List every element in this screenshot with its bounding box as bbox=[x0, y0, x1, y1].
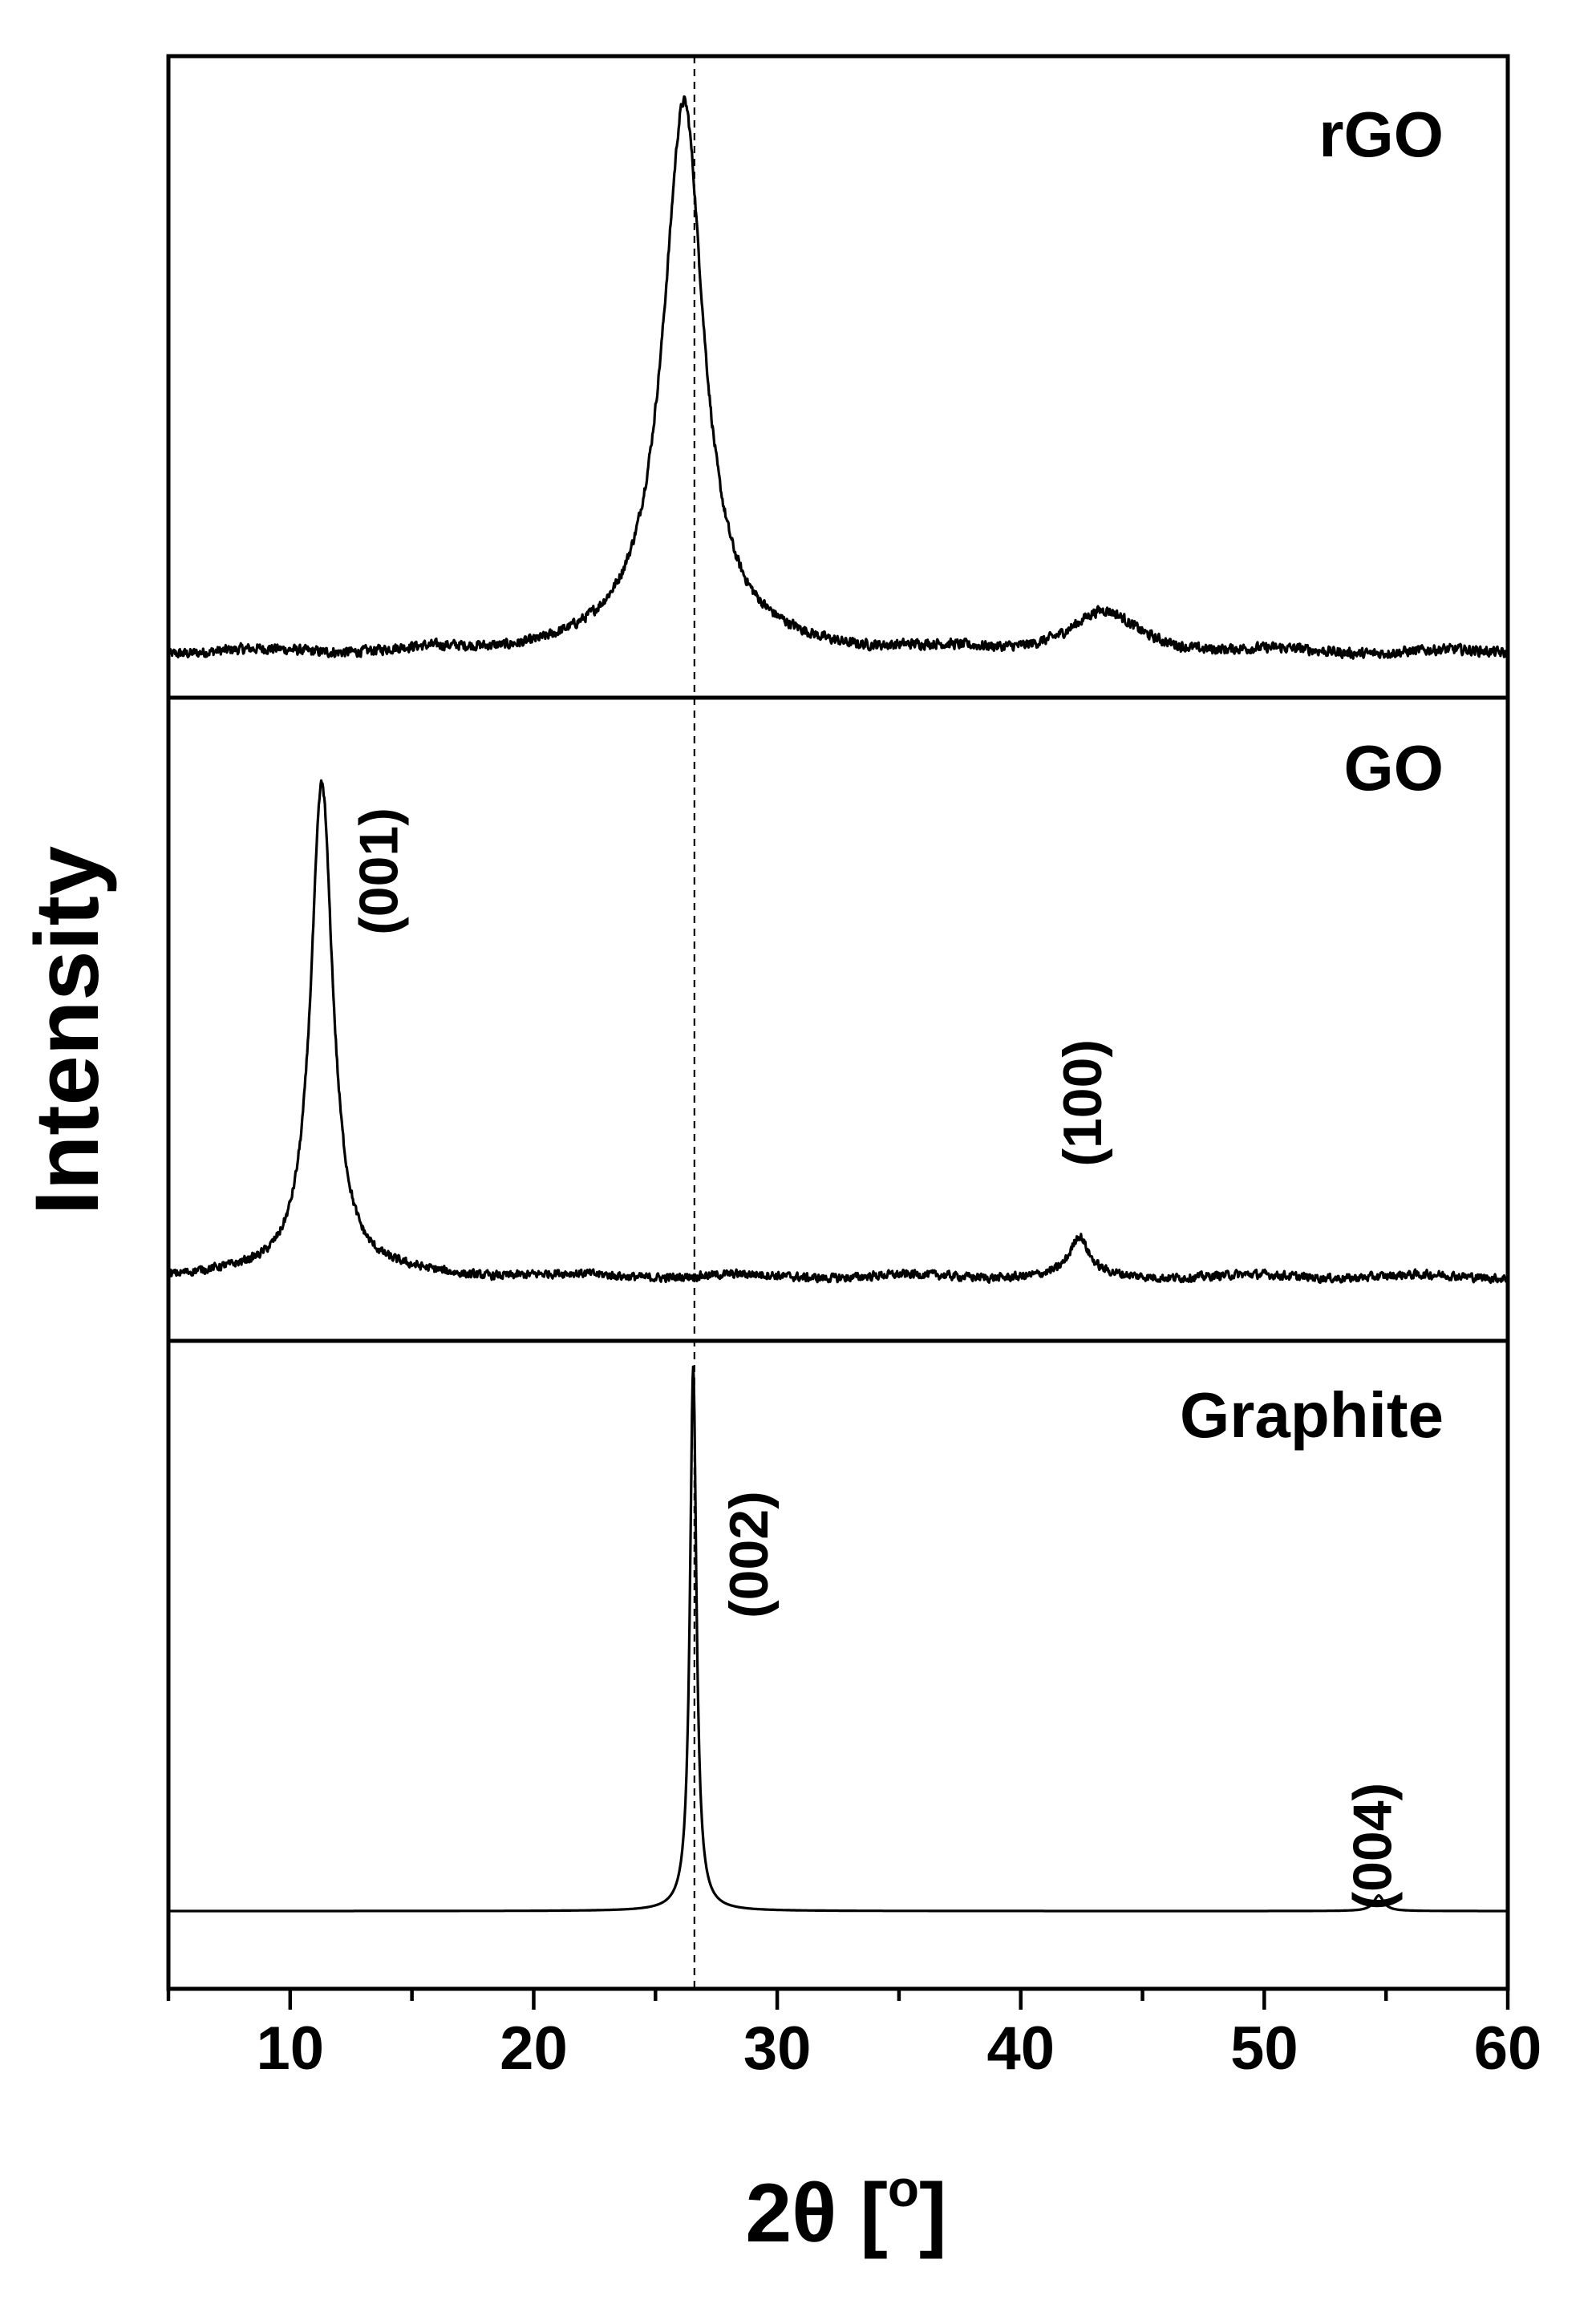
traces-layer bbox=[167, 95, 1509, 1913]
x-axis-label-superscript: o bbox=[888, 2160, 919, 2217]
x-tick-label: 20 bbox=[500, 2014, 568, 2083]
frame-layer bbox=[166, 54, 1510, 2010]
labels-layer: 10 20 30 40 50 60 2θ [o] Intensity rGO GO Graphite… bbox=[17, 99, 1541, 2260]
panel-name-rgo: rGO bbox=[1319, 99, 1444, 170]
peak-label: (004) bbox=[1342, 1783, 1403, 1910]
x-axis-label-main: 2θ [ bbox=[745, 2167, 888, 2260]
peak-label: (002) bbox=[719, 1491, 780, 1618]
y-axis-label: Intensity bbox=[17, 846, 117, 1216]
panel-name-graphite: Graphite bbox=[1180, 1379, 1444, 1451]
peak-label: (001) bbox=[348, 808, 409, 935]
x-axis-label: 2θ [o] bbox=[745, 2160, 946, 2260]
x-tick-label: 60 bbox=[1474, 2014, 1542, 2083]
x-axis-label-end: ] bbox=[919, 2167, 947, 2260]
trace-rgo bbox=[167, 95, 1509, 660]
trace-graphite bbox=[168, 1365, 1509, 1913]
panel-name-go: GO bbox=[1344, 732, 1444, 804]
plot-frame bbox=[166, 54, 1510, 1991]
x-tick-label: 30 bbox=[743, 2014, 812, 2083]
x-tick-label: 50 bbox=[1230, 2014, 1298, 2083]
x-tick-label: 10 bbox=[257, 2014, 325, 2083]
trace-go bbox=[167, 779, 1509, 1284]
x-tick-label: 40 bbox=[986, 2014, 1055, 2083]
peak-label: (100) bbox=[1052, 1039, 1113, 1167]
